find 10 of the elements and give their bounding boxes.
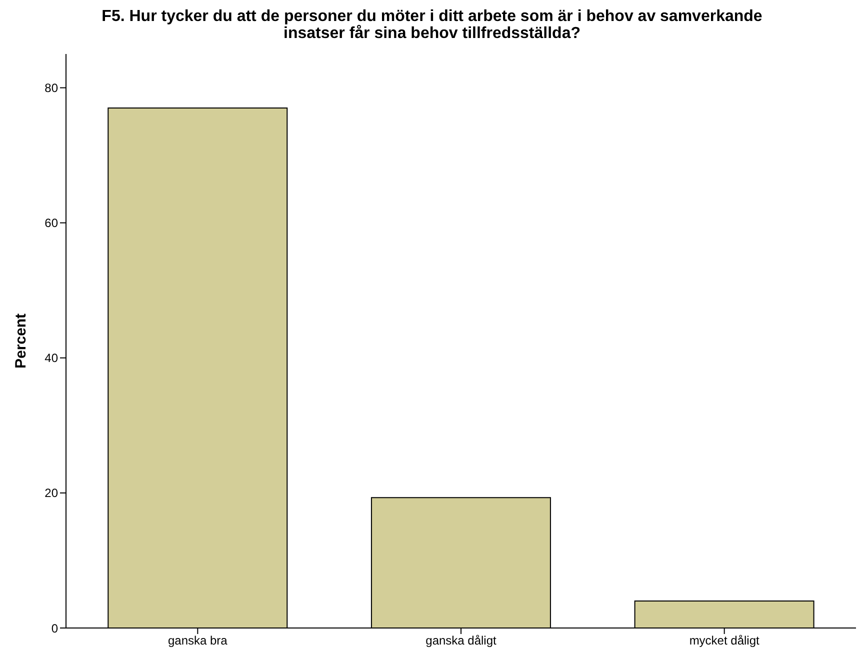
x-tick-label: ganska bra xyxy=(168,634,228,648)
y-axis-title: Percent xyxy=(12,313,30,369)
y-tick-label: 60 xyxy=(44,216,58,230)
x-tick-label: mycket dåligt xyxy=(689,634,760,648)
chart-title: F5. Hur tycker du att de personer du möter i ditt arbete som är i behov av samverkande insatser får sina behov tillfredsställda? xyxy=(100,8,764,42)
x-tick-label: ganska dåligt xyxy=(426,634,498,648)
y-tick-label: 20 xyxy=(44,486,58,500)
y-tick-label: 80 xyxy=(44,81,58,96)
y-tick-label: 40 xyxy=(44,351,58,366)
y-tick-label: 0 xyxy=(51,621,58,636)
